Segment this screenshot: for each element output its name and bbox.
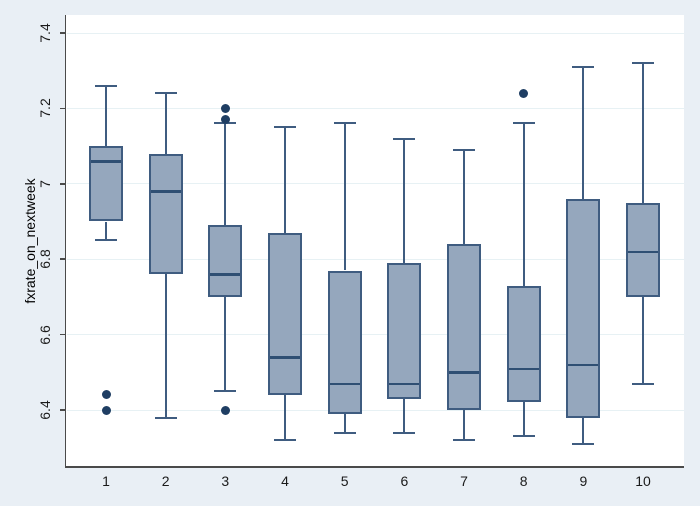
- x-tick-label: 3: [221, 473, 230, 489]
- whisker-lower-line: [164, 274, 167, 418]
- whisker-upper-line: [403, 138, 406, 263]
- whisker-upper-line: [522, 123, 525, 286]
- box-rect: [626, 202, 661, 297]
- whisker-lower-cap: [214, 390, 237, 393]
- gridline: [67, 32, 684, 34]
- whisker-lower-cap: [453, 439, 476, 442]
- whisker-upper-cap: [95, 84, 117, 87]
- x-tick-label: 4: [281, 473, 289, 489]
- x-tick-label: 6: [400, 473, 409, 489]
- box-rect: [506, 285, 541, 403]
- whisker-lower-cap: [333, 431, 356, 434]
- whisker-upper-cap: [274, 126, 296, 129]
- gridline: [67, 107, 684, 109]
- outlier-dot: [101, 390, 111, 400]
- whisker-upper-line: [164, 93, 167, 154]
- y-tick: [60, 258, 66, 260]
- box-rect: [327, 270, 362, 414]
- y-tick: [60, 183, 66, 185]
- whisker-lower-line: [642, 296, 645, 384]
- x-tick-label: 10: [635, 473, 651, 489]
- whisker-lower-cap: [95, 239, 117, 242]
- outlier-dot: [101, 405, 111, 415]
- whisker-upper-line: [642, 63, 645, 203]
- gridline: [67, 334, 684, 336]
- y-tick: [60, 32, 66, 34]
- whisker-upper-line: [343, 123, 346, 271]
- whisker-lower-line: [284, 394, 286, 441]
- whisker-upper-cap: [393, 137, 416, 140]
- y-tick-label: 6.8: [37, 249, 53, 269]
- y-tick: [60, 107, 66, 110]
- whisker-upper-line: [582, 66, 585, 199]
- y-tick-label: 6.6: [37, 324, 53, 345]
- whisker-upper-cap: [154, 92, 177, 95]
- whisker-upper-cap: [572, 65, 595, 68]
- whisker-upper-cap: [453, 148, 476, 151]
- x-tick-label: 9: [579, 473, 588, 489]
- whisker-upper-line: [224, 123, 227, 226]
- median-line: [270, 356, 300, 359]
- box-rect: [447, 244, 482, 410]
- x-tick-label: 2: [161, 473, 170, 489]
- outlier-dot: [519, 88, 529, 98]
- x-axis-line: [64, 466, 684, 468]
- whisker-upper-line: [463, 149, 466, 245]
- whisker-upper-line: [105, 85, 107, 147]
- box-rect: [208, 225, 243, 297]
- median-line: [91, 160, 121, 163]
- whisker-lower-line: [463, 410, 466, 441]
- median-line: [389, 382, 420, 386]
- y-axis-title: fxrate_on_nextweek: [22, 177, 38, 304]
- whisker-lower-cap: [572, 442, 595, 445]
- whisker-lower-line: [522, 402, 525, 437]
- y-tick-label: 7.2: [37, 98, 53, 119]
- whisker-upper-cap: [632, 62, 655, 65]
- whisker-lower-cap: [154, 416, 177, 419]
- x-tick-label: 8: [519, 473, 528, 489]
- whisker-lower-line: [105, 221, 107, 241]
- whisker-lower-cap: [632, 382, 655, 385]
- median-line: [628, 250, 659, 254]
- box-rect: [387, 262, 422, 399]
- whisker-upper-cap: [333, 122, 356, 125]
- median-line: [150, 190, 181, 193]
- whisker-lower-cap: [512, 435, 535, 438]
- whisker-upper-line: [284, 127, 286, 233]
- outlier-dot: [220, 115, 230, 125]
- box-rect: [89, 146, 123, 222]
- x-tick-label: 7: [460, 473, 468, 489]
- box-rect: [566, 198, 601, 418]
- y-tick: [60, 333, 66, 336]
- median-line: [329, 382, 360, 386]
- gridline: [67, 183, 684, 185]
- box-rect: [268, 232, 302, 395]
- y-tick-label: 7: [37, 179, 53, 188]
- whisker-lower-cap: [393, 431, 416, 434]
- box-rect: [148, 153, 183, 275]
- outlier-dot: [220, 405, 230, 415]
- median-line: [508, 367, 539, 371]
- y-tick-label: 7.4: [37, 23, 53, 43]
- y-tick-label: 6.4: [37, 400, 53, 420]
- whisker-upper-cap: [512, 122, 535, 125]
- gridline: [67, 258, 684, 260]
- x-tick-label: 5: [340, 473, 349, 489]
- whisker-lower-line: [224, 296, 227, 392]
- outlier-dot: [220, 103, 230, 113]
- median-line: [568, 363, 599, 367]
- x-tick-label: 1: [102, 473, 110, 489]
- whisker-lower-line: [343, 413, 346, 433]
- y-axis-line: [64, 15, 66, 468]
- y-tick: [60, 409, 66, 411]
- whisker-lower-line: [403, 398, 406, 433]
- whisker-lower-cap: [274, 439, 296, 442]
- whisker-lower-line: [582, 417, 585, 444]
- gridline: [67, 409, 684, 411]
- median-line: [210, 273, 241, 276]
- median-line: [449, 371, 480, 374]
